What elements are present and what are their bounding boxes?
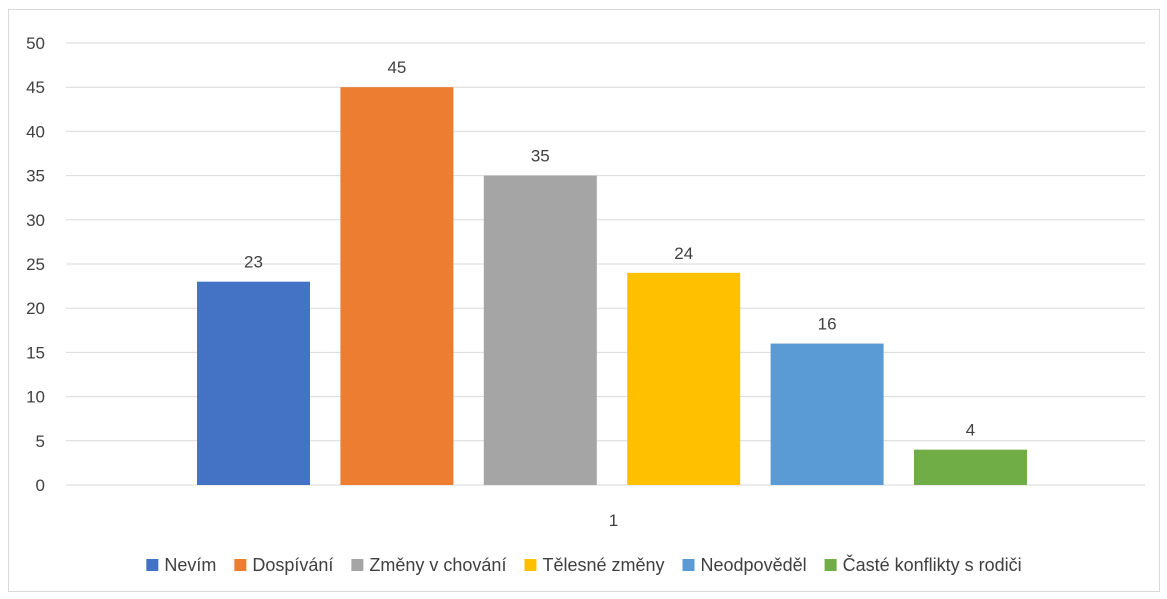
y-tick-label: 25 [26, 255, 45, 274]
legend-label: Změny v chování [369, 555, 506, 575]
legend-item: Časté konflikty s rodiči [824, 554, 1022, 575]
x-category-label: 1 [609, 511, 618, 530]
legend-label: Časté konflikty s rodiči [843, 554, 1022, 575]
legend-swatch [824, 559, 837, 571]
bar [197, 281, 310, 485]
y-tick-label: 30 [26, 211, 45, 230]
y-tick-label: 50 [26, 34, 45, 53]
data-label: 4 [966, 421, 975, 440]
legend-item: Tělesné změny [524, 555, 665, 575]
y-tick-label: 20 [26, 299, 45, 318]
legend-label: Tělesné změny [542, 555, 664, 575]
bar-chart: 0 5 10 15 20 25 30 35 40 45 50 23 45 35 24 16 4 1 Nevím… [26, 34, 1145, 575]
bar [483, 175, 597, 485]
chart-container: 0 5 10 15 20 25 30 35 40 45 50 23 45 35 24 16 4 1 Nevím… [8, 9, 1160, 592]
y-tick-label: 5 [36, 432, 45, 451]
legend-swatch [682, 559, 695, 571]
x-axis-categories: 1 [609, 511, 618, 530]
bar [914, 449, 1027, 485]
legend-label: Nevím [164, 555, 216, 575]
data-label: 35 [531, 147, 550, 166]
data-label: 45 [387, 58, 406, 77]
data-label: 23 [244, 253, 263, 272]
legend-label: Dospívání [252, 555, 333, 575]
y-tick-label: 45 [26, 78, 45, 97]
y-tick-label: 40 [26, 122, 45, 141]
legend-item: Změny v chování [351, 555, 506, 575]
bars [197, 87, 1027, 485]
data-labels: 23 45 35 24 16 4 [244, 58, 975, 439]
y-tick-label: 15 [26, 343, 45, 362]
y-tick-label: 0 [36, 476, 45, 495]
y-tick-label: 10 [26, 388, 45, 407]
legend-item: Nevím [146, 555, 216, 575]
legend-label: Neodpověděl [701, 555, 807, 575]
legend: Nevím Dospívání Změny v chování Tělesné změ… [146, 554, 1022, 575]
legend-swatch [351, 559, 364, 571]
legend-item: Dospívání [234, 555, 333, 575]
legend-item: Neodpověděl [682, 555, 807, 575]
legend-swatch [524, 559, 537, 571]
y-tick-label: 35 [26, 167, 45, 186]
bar [770, 343, 884, 485]
data-label: 16 [818, 315, 837, 334]
data-label: 24 [674, 244, 693, 263]
bar [340, 87, 454, 485]
legend-swatch [234, 559, 247, 571]
legend-swatch [146, 559, 159, 571]
y-axis-ticks: 0 5 10 15 20 25 30 35 40 45 50 [26, 34, 45, 495]
bar [627, 272, 741, 485]
